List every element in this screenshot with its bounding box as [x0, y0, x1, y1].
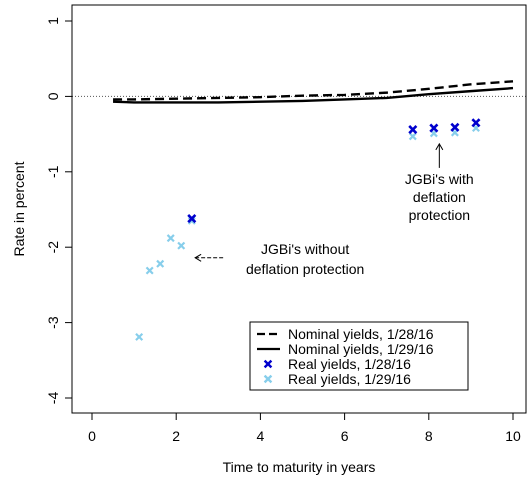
x-tick-label: 0	[88, 428, 96, 444]
annotation-with-protection: JGBi's with deflation protection	[405, 142, 474, 223]
annotation-without-protection: JGBi's without deflation protection	[194, 241, 364, 277]
y-tick-label: -4	[45, 392, 61, 405]
series-layer	[113, 80, 514, 341]
nominal-yields-0129-line	[113, 86, 514, 104]
x-tick-label: 6	[341, 428, 349, 444]
data-point	[145, 266, 154, 275]
arrow-head	[194, 253, 202, 262]
y-tick-label: -1	[45, 165, 61, 178]
plot-frame	[71, 4, 527, 414]
x-axis: 0 2 4 6 8 10	[88, 413, 521, 444]
x-tick-label: 4	[257, 428, 265, 444]
data-point	[450, 122, 460, 132]
annotation-text-line: deflation	[413, 189, 466, 205]
legend-label: Real yields, 1/28/16	[288, 356, 411, 372]
y-axis: -4 -3 -2 -1 0 1	[45, 17, 72, 404]
real-yields-0129-points	[135, 124, 480, 341]
legend-box	[249, 321, 469, 391]
legend-label: Nominal yields, 1/28/16	[288, 326, 434, 342]
nominal-yields-0128-line	[113, 80, 514, 101]
legend-entry: Real yields, 1/29/16	[263, 371, 411, 387]
legend-entry: Nominal yields, 1/28/16	[257, 326, 434, 342]
legend-label: Nominal yields, 1/29/16	[288, 341, 434, 357]
arrow-head	[435, 142, 444, 151]
data-point	[166, 234, 175, 243]
real-yields-0128-points	[187, 118, 481, 224]
data-point	[408, 132, 417, 141]
x-tick-label: 2	[172, 428, 180, 444]
x-tick-label: 8	[425, 428, 433, 444]
data-point	[408, 125, 418, 135]
y-tick-label: 0	[45, 92, 61, 100]
annotation-text-line: deflation protection	[246, 261, 364, 277]
y-tick-label: 1	[45, 17, 61, 25]
x-axis-title: Time to maturity in years	[223, 459, 376, 475]
data-point	[471, 118, 481, 128]
legend-entry: Real yields, 1/28/16	[263, 356, 411, 372]
data-point	[429, 123, 439, 133]
legend-swatch	[263, 359, 273, 369]
data-point	[135, 332, 144, 341]
data-point	[177, 241, 186, 250]
annotation-text-line: JGBi's with	[405, 171, 474, 187]
x-tick-label: 10	[505, 428, 521, 444]
y-tick-label: -3	[45, 316, 61, 329]
legend-label: Real yields, 1/29/16	[288, 371, 411, 387]
data-point	[187, 216, 196, 225]
legend-swatch	[263, 374, 273, 384]
annotation-text-line: JGBi's without	[261, 241, 349, 257]
y-axis-title: Rate in percent	[11, 161, 27, 256]
legend-entry: Nominal yields, 1/29/16	[257, 341, 434, 357]
annotation-text-line: protection	[409, 207, 470, 223]
data-point	[187, 214, 197, 224]
data-point	[156, 259, 165, 268]
y-tick-label: -2	[45, 241, 61, 254]
